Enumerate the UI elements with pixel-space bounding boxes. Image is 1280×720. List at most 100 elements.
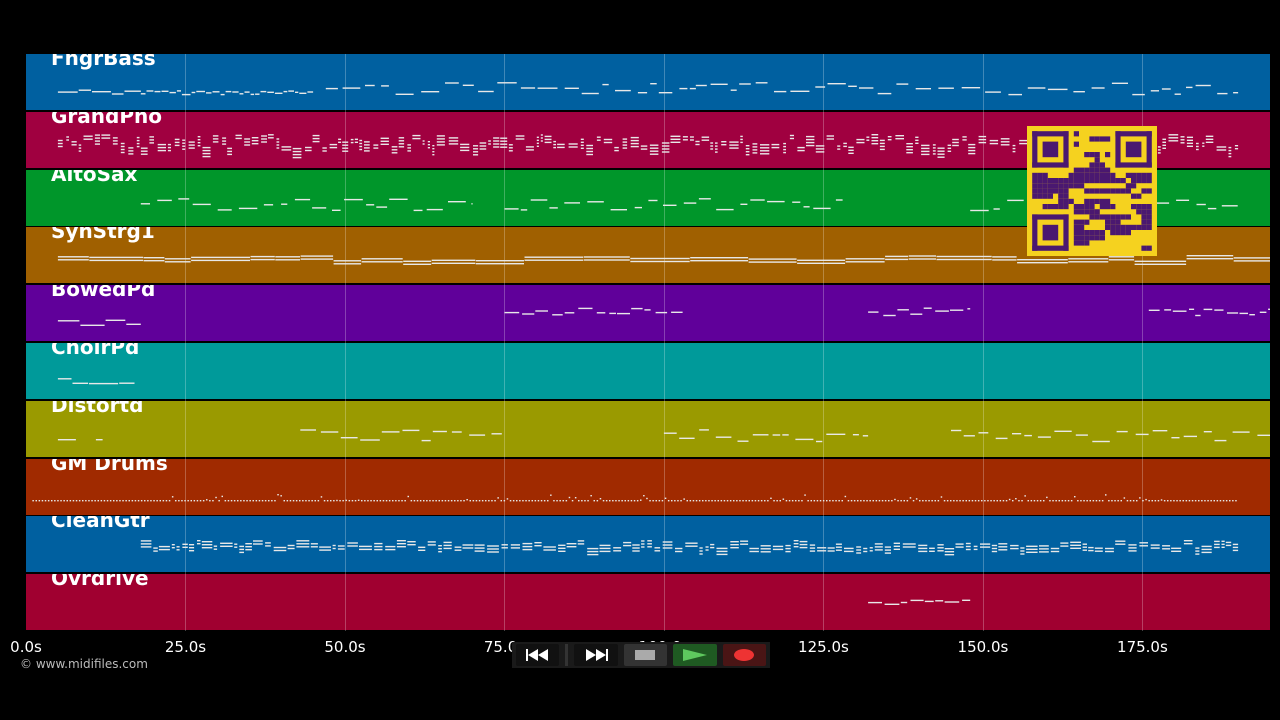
midi-note	[120, 145, 125, 147]
midi-note	[189, 544, 195, 546]
midi-note	[965, 543, 971, 545]
midi-note	[1036, 499, 1039, 501]
midi-note	[785, 499, 788, 501]
midi-note	[581, 499, 583, 501]
midi-note	[403, 260, 432, 263]
midi-note	[89, 260, 144, 262]
record-button[interactable]	[722, 644, 766, 666]
midi-note	[473, 147, 479, 150]
midi-note	[359, 142, 363, 144]
midi-note	[1024, 494, 1026, 497]
midi-note	[877, 92, 892, 95]
fast-forward-button[interactable]	[574, 644, 618, 666]
midi-note	[590, 494, 592, 496]
midi-note	[750, 198, 765, 201]
midi-note	[835, 499, 837, 501]
midi-note	[78, 499, 81, 501]
midi-note	[795, 438, 814, 440]
stop-button[interactable]	[623, 644, 668, 666]
midi-note	[487, 545, 499, 548]
midi-note	[342, 150, 349, 152]
midi-note	[273, 547, 287, 549]
midi-note	[632, 544, 640, 547]
midi-note	[1073, 91, 1085, 93]
midi-note	[187, 499, 189, 501]
midi-note	[457, 499, 459, 501]
midi-note	[227, 499, 230, 501]
midi-note	[474, 547, 485, 550]
midi-note	[856, 549, 862, 552]
midi-note	[1157, 151, 1161, 154]
midi-note	[1046, 496, 1048, 498]
midi-note	[310, 546, 318, 548]
midi-note	[767, 499, 769, 501]
midi-note	[403, 263, 432, 266]
midi-note	[319, 549, 331, 552]
midi-note	[1116, 430, 1128, 433]
midi-note	[1186, 139, 1193, 141]
midi-note	[196, 499, 199, 501]
midi-note	[1216, 146, 1227, 148]
midi-note	[578, 499, 580, 501]
midi-note	[571, 499, 574, 501]
midi-note	[574, 496, 577, 498]
midi-note	[602, 83, 609, 86]
midi-note	[448, 136, 459, 139]
midi-note	[708, 499, 710, 501]
midi-note	[630, 261, 690, 263]
midi-note	[416, 499, 419, 501]
midi-note	[1203, 308, 1213, 311]
midi-note	[407, 495, 409, 497]
midi-note	[1077, 499, 1079, 501]
play-button[interactable]	[673, 644, 717, 666]
midi-note	[1108, 259, 1135, 261]
midi-note	[1105, 551, 1114, 553]
midi-note	[361, 499, 363, 501]
midi-note	[715, 436, 732, 438]
midi-note	[874, 549, 883, 551]
midi-note	[695, 140, 700, 142]
midi-note	[838, 499, 840, 501]
midi-note	[1225, 499, 1228, 501]
midi-note	[748, 261, 797, 264]
midi-note	[212, 137, 219, 140]
midi-note	[716, 551, 728, 553]
midi-note	[804, 493, 806, 496]
midi-note	[1171, 436, 1180, 439]
midi-note	[333, 499, 335, 501]
midi-note	[701, 139, 710, 141]
midi-note	[516, 499, 518, 501]
midi-note	[540, 499, 543, 501]
midi-note	[1139, 545, 1148, 547]
midi-note	[1129, 499, 1132, 501]
midi-note	[78, 144, 82, 146]
midi-note	[250, 93, 255, 96]
midi-note	[235, 137, 242, 139]
midi-note	[944, 554, 955, 556]
midi-note	[112, 136, 118, 139]
midi-note	[401, 499, 403, 501]
midi-note	[1164, 309, 1172, 311]
midi-note	[968, 152, 976, 155]
midi-note	[641, 540, 645, 543]
midi-note	[1232, 547, 1239, 549]
midi-note	[122, 499, 124, 501]
midi-note	[275, 256, 300, 258]
midi-note	[381, 85, 389, 87]
midi-note	[627, 499, 630, 501]
midi-note	[1012, 432, 1022, 435]
midi-note	[543, 549, 556, 552]
midi-note	[863, 551, 868, 553]
midi-note	[596, 312, 606, 314]
midi-note	[835, 198, 843, 201]
rewind-button[interactable]	[516, 644, 560, 666]
midi-note	[201, 541, 213, 543]
midi-note	[422, 140, 425, 142]
midi-note	[57, 139, 63, 141]
midi-note	[699, 547, 703, 550]
midi-note	[506, 497, 509, 500]
midi-note	[537, 87, 558, 89]
midi-note	[320, 495, 323, 498]
midi-note	[407, 149, 411, 152]
midi-note	[1229, 499, 1231, 501]
